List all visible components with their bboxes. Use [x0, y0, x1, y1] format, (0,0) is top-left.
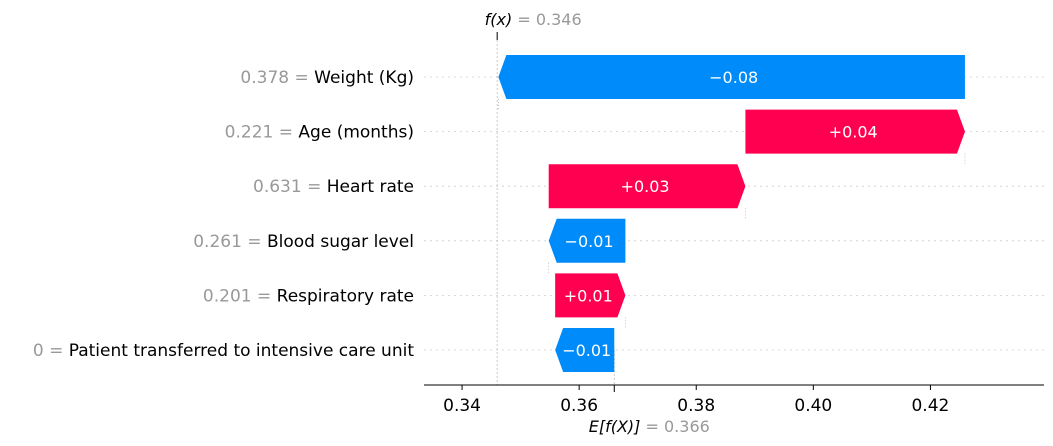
- feature-equals: =: [273, 123, 298, 143]
- feature-name: Blood sugar level: [267, 232, 414, 252]
- x-tick-label: 0.38: [677, 396, 715, 416]
- feature-name: Respiratory rate: [277, 286, 414, 306]
- feature-equals: =: [302, 177, 327, 197]
- feature-value: 0.378: [240, 68, 289, 88]
- feature-label: 0.378 = Weight (Kg): [240, 68, 414, 88]
- feature-labels: 0.378 = Weight (Kg)0.221 = Age (months)0…: [33, 68, 414, 361]
- feature-label: 0.221 = Age (months): [225, 123, 414, 143]
- bar-value-label: −0.01: [565, 232, 614, 251]
- fx-equals: =: [517, 10, 536, 29]
- x-tick-label: 0.34: [443, 396, 481, 416]
- bar-negative: [555, 328, 615, 372]
- base-label: E[f(X)]: [589, 417, 641, 436]
- feature-value: 0.261: [193, 232, 242, 252]
- feature-label: 0.201 = Respiratory rate: [203, 286, 414, 306]
- feature-label: 0.631 = Heart rate: [253, 177, 414, 197]
- bar-positive: [555, 273, 626, 318]
- feature-name: Heart rate: [327, 177, 414, 197]
- feature-equals: =: [252, 286, 277, 306]
- bar-positive: [548, 164, 746, 209]
- bar-positive: [745, 109, 965, 154]
- bar-negative: [498, 55, 965, 99]
- base-equals: =: [646, 417, 665, 436]
- bars: −0.08 +0.04 +0.03 −0.01 +0.01 −0.01: [498, 55, 965, 372]
- feature-label: 0.261 = Blood sugar level: [193, 232, 414, 252]
- x-axis: 0.34 0.36 0.38 0.40 0.42: [424, 384, 1044, 416]
- bar-value-label: +0.01: [564, 286, 613, 305]
- feature-value: 0.221: [225, 123, 274, 143]
- bar-negative: [548, 218, 626, 263]
- x-tick-label: 0.36: [560, 396, 598, 416]
- feature-label: 0 = Patient transferred to intensive car…: [33, 341, 414, 361]
- base-value: 0.366: [664, 417, 710, 436]
- fx-annotation: f(x) = 0.346: [485, 10, 582, 29]
- feature-value: 0.201: [203, 286, 252, 306]
- x-tick-label: 0.40: [794, 396, 832, 416]
- feature-value: 0.631: [253, 177, 302, 197]
- feature-name: Weight (Kg): [314, 68, 414, 88]
- base-annotation: E[f(X)] = 0.366: [589, 417, 710, 436]
- bar-value-label: −0.01: [562, 341, 611, 360]
- feature-equals: =: [289, 68, 314, 88]
- feature-equals: =: [44, 341, 69, 361]
- bar-value-label: −0.08: [709, 68, 758, 87]
- bar-value-label: +0.03: [621, 177, 670, 196]
- fx-label: f(x): [485, 10, 513, 29]
- bar-value-label: +0.04: [829, 123, 878, 142]
- feature-name: Patient transferred to intensive care un…: [69, 341, 415, 361]
- feature-value: 0: [33, 341, 44, 361]
- feature-equals: =: [242, 232, 267, 252]
- fx-value: 0.346: [536, 10, 582, 29]
- x-tick-label: 0.42: [911, 396, 949, 416]
- feature-name: Age (months): [298, 123, 414, 143]
